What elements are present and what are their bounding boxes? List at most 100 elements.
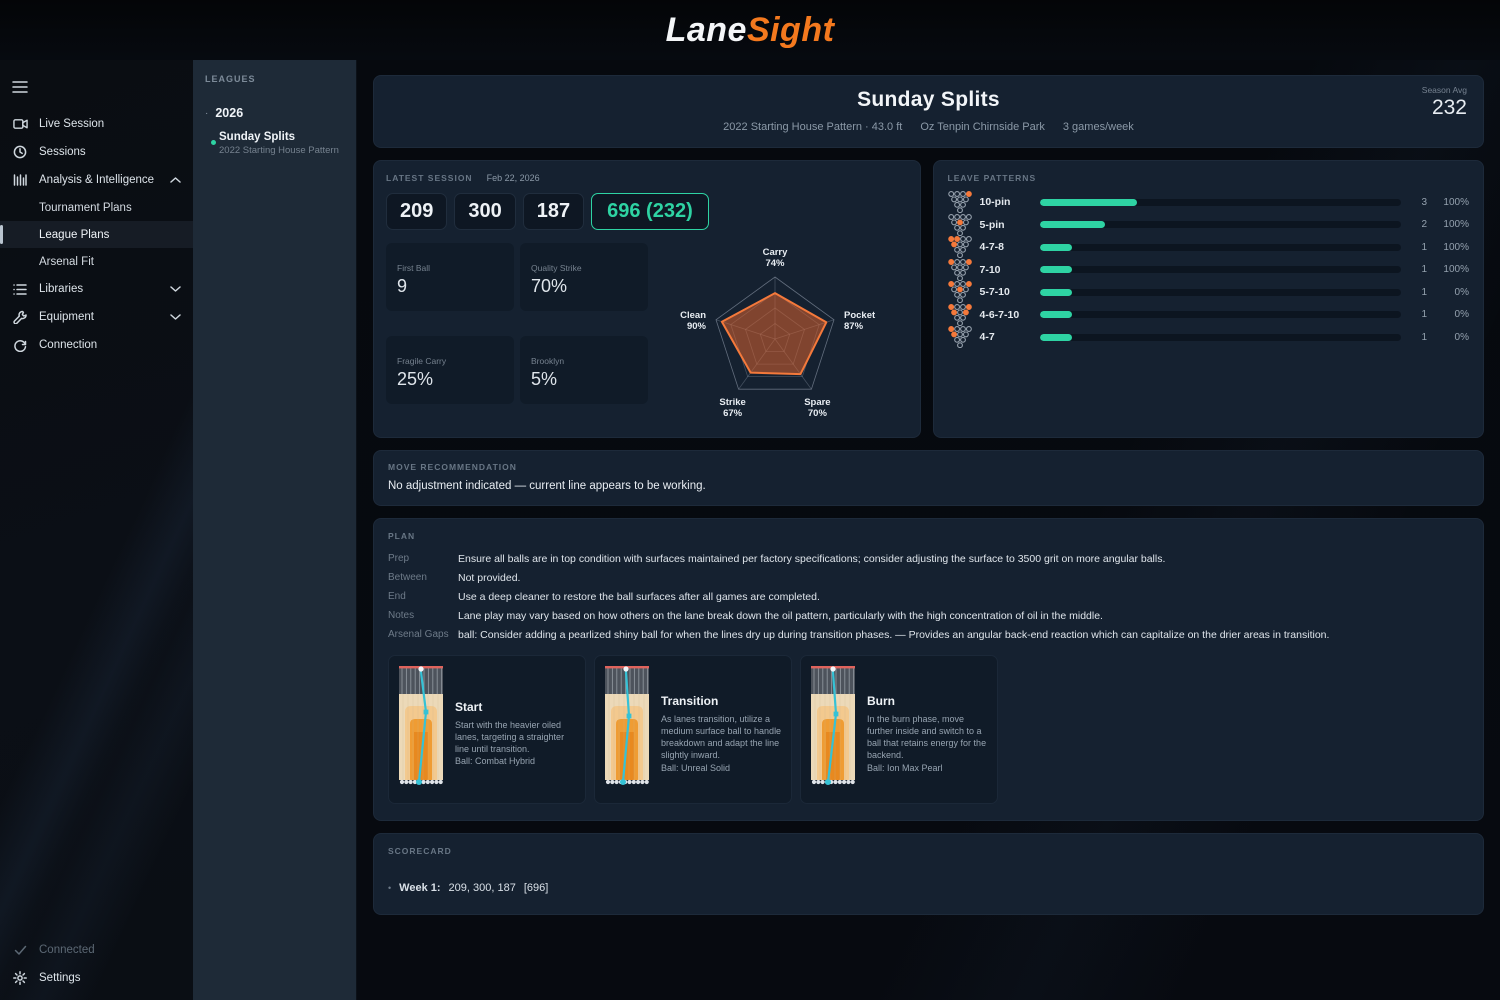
leave-pattern-bar-fill bbox=[1039, 288, 1073, 296]
sidebar-item-label: Equipment bbox=[39, 311, 94, 323]
ball-path-breakpoint-marker bbox=[626, 713, 632, 719]
pin-deck-icon bbox=[947, 326, 972, 349]
leave-patterns-card: LEAVE PATTERNS 10-pin 3 100% 5-pin 2 100% 4-7-… bbox=[932, 160, 1484, 438]
leave-pattern-bar-fill bbox=[1039, 311, 1073, 319]
app-logo: LaneSight bbox=[666, 11, 835, 50]
plan-row-key: Arsenal Gaps bbox=[388, 629, 449, 640]
pin bbox=[962, 286, 969, 293]
plan-row-prep: Prep Ensure all balls are in top conditio… bbox=[388, 553, 1469, 565]
phase-text: Transition As lanes transition, utilize a… bbox=[661, 664, 783, 795]
sidebar-item-league-plans[interactable]: League Plans bbox=[0, 221, 193, 248]
leave-pattern-conversion: 0% bbox=[1454, 331, 1469, 343]
sidebar-item-libraries[interactable]: Libraries bbox=[0, 275, 193, 303]
league-item-subtitle: 2022 Starting House Pattern bbox=[219, 145, 339, 156]
wrench-icon bbox=[12, 309, 28, 325]
move-recommendation-label: MOVE RECOMMENDATION bbox=[388, 462, 517, 472]
phase-text: Start Start with the heavier oiled lanes,… bbox=[455, 664, 577, 795]
plan-label: PLAN bbox=[388, 531, 416, 541]
leave-pattern-label: 4-6-7-10 bbox=[979, 308, 1020, 321]
leave-pattern-conversion: 100% bbox=[1443, 264, 1469, 276]
sidebar-item-arsenal-fit[interactable]: Arsenal Fit bbox=[0, 248, 193, 275]
pin bbox=[950, 219, 957, 226]
phase-ball: Ball: Unreal Solid bbox=[661, 762, 731, 773]
pin bbox=[959, 236, 966, 243]
pin-left bbox=[956, 219, 963, 226]
pin bbox=[962, 219, 969, 226]
pin-left bbox=[947, 258, 954, 265]
plan-row-value: Use a deep cleaner to restore the ball s… bbox=[458, 591, 820, 603]
pin bbox=[953, 269, 960, 276]
leave-pattern-bar-track bbox=[1039, 311, 1401, 319]
latest-session-card: LATEST SESSION Feb 22, 2026 209 300 187 696… bbox=[373, 160, 921, 438]
league-item-sunday-splits[interactable]: Sunday Splits 2022 Starting House Patter… bbox=[205, 131, 344, 156]
leave-pattern-conversion: 0% bbox=[1454, 309, 1469, 321]
scorecard-card: SCORECARD • Week 1: 209, 300, 187 [696] bbox=[373, 833, 1484, 915]
pin bbox=[959, 258, 966, 265]
leave-pattern-conversion: 0% bbox=[1454, 286, 1469, 298]
sidebar-item-live-session[interactable]: Live Session bbox=[0, 110, 193, 138]
plan-card: PLAN Prep Ensure all balls are in top con… bbox=[373, 518, 1484, 821]
pin bbox=[965, 326, 972, 333]
plan-row-value: ball: Consider adding a pearlized shiny … bbox=[458, 629, 1330, 641]
pin bbox=[956, 275, 963, 281]
stat-box-fragile-carry: Fragile Carry 25% bbox=[386, 336, 514, 404]
pin bbox=[953, 281, 960, 288]
season-avg-value: 232 bbox=[1431, 96, 1467, 119]
pin bbox=[956, 196, 963, 203]
pin bbox=[953, 202, 960, 208]
leave-pattern-conversion: 100% bbox=[1443, 219, 1469, 231]
scorecard-week-label: Week 1: bbox=[399, 882, 441, 894]
phase-ball: Ball: Combat Hybrid bbox=[455, 756, 536, 767]
pin-deck-icon bbox=[947, 213, 972, 236]
pin bbox=[956, 342, 963, 349]
sidebar-item-tournament-plans[interactable]: Tournament Plans bbox=[0, 194, 193, 221]
radar-axis-label: Carry 74% bbox=[762, 247, 788, 269]
sidebar-item-equipment[interactable]: Equipment bbox=[0, 303, 193, 331]
main-content: Sunday Splits 2022 Starting House Patter… bbox=[357, 60, 1500, 1000]
pin bbox=[959, 314, 966, 321]
season-avg-label: Season Avg bbox=[1421, 85, 1467, 95]
sidebar-item-label: Analysis & Intelligence bbox=[39, 174, 155, 186]
plan-row-arsenal-gaps: Arsenal Gaps ball: Consider adding a pear… bbox=[388, 629, 1469, 641]
sidebar-bottom: Connected Settings bbox=[0, 936, 193, 1000]
sidebar-item-label: Tournament Plans bbox=[39, 201, 132, 214]
move-recommendation-card: MOVE RECOMMENDATION No adjustment indica… bbox=[373, 450, 1484, 506]
plan-rows: Prep Ensure all balls are in top conditio… bbox=[388, 553, 1469, 641]
radar-axis-label: Clean 90% bbox=[680, 310, 706, 332]
pin-left bbox=[965, 258, 972, 265]
sidebar-item-analysis[interactable]: Analysis & Intelligence bbox=[0, 166, 193, 194]
ball-path-start-dot bbox=[620, 779, 626, 785]
hamburger-menu-button[interactable] bbox=[0, 72, 40, 102]
pin bbox=[950, 196, 957, 203]
clock-icon bbox=[12, 144, 28, 160]
plan-row-key: End bbox=[388, 591, 406, 602]
phase-card-start: Start Start with the heavier oiled lanes,… bbox=[388, 655, 586, 804]
leave-pattern-bar-fill bbox=[1039, 243, 1073, 251]
radar-chart: Carry 74% Pocket 87% Spare 70% Strike 67% Clean 9… bbox=[680, 247, 876, 419]
stat-label: First Ball bbox=[397, 263, 431, 273]
session-date: Feb 22, 2026 bbox=[486, 173, 540, 183]
leave-patterns-label: LEAVE PATTERNS bbox=[947, 173, 1037, 183]
leagues-panel: LEAGUES · 2026 Sunday Splits 2022 Starti… bbox=[193, 60, 357, 1000]
chevron-down-icon bbox=[170, 283, 181, 295]
stat-value: 70% bbox=[531, 276, 568, 296]
sidebar-item-label: Libraries bbox=[39, 283, 84, 295]
pin bbox=[953, 337, 960, 343]
league-subtitle-part: 3 games/week bbox=[1062, 121, 1134, 133]
check-icon bbox=[12, 942, 28, 958]
scorecard-week-scores: 209, 300, 187 bbox=[448, 882, 516, 894]
league-year-group[interactable]: · 2026 bbox=[205, 106, 344, 120]
pin bbox=[959, 202, 966, 208]
pin bbox=[959, 303, 966, 310]
pin bbox=[959, 337, 966, 343]
phase-cards: Start Start with the heavier oiled lanes,… bbox=[388, 655, 1469, 804]
sidebar-item-connection[interactable]: Connection bbox=[0, 331, 193, 359]
radar-data-polygon bbox=[720, 292, 828, 376]
lane-diagram bbox=[809, 664, 857, 795]
radar-axis-label: Spare 70% bbox=[804, 397, 830, 419]
sidebar-item-sessions[interactable]: Sessions bbox=[0, 138, 193, 166]
pin bbox=[947, 191, 954, 198]
sidebar-item-settings[interactable]: Settings bbox=[0, 964, 193, 992]
pin bbox=[962, 241, 969, 248]
pin bbox=[956, 241, 963, 248]
